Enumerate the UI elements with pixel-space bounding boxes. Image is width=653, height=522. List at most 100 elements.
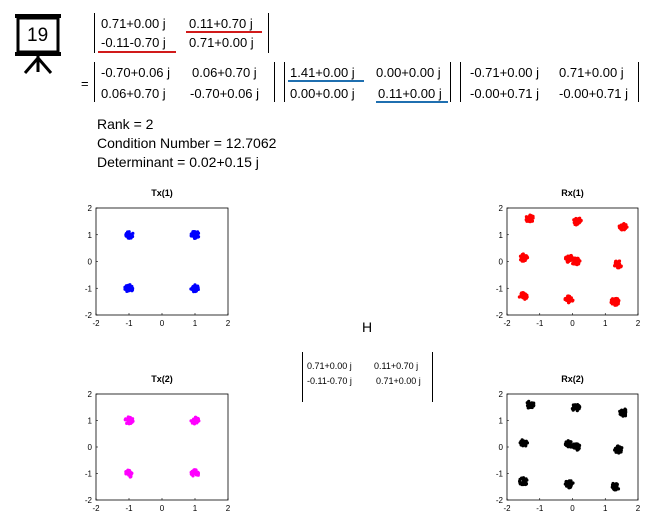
matrix-cell: 0.71+0.00 j — [101, 16, 166, 31]
y-tick-label: 1 — [88, 417, 93, 426]
y-tick-label: -1 — [496, 470, 504, 479]
constellation-point — [613, 259, 623, 270]
y-tick-label: 0 — [88, 258, 93, 267]
matrix-cell: 0.71+0.00 j — [559, 65, 624, 80]
constellation-point — [189, 230, 201, 241]
constellation-point — [609, 296, 621, 307]
matrix-cell: 0.11+0.00 j — [378, 86, 442, 101]
rank-text: Rank = 2 — [97, 116, 154, 132]
plot-frame — [95, 393, 229, 501]
y-tick-label: -2 — [85, 311, 93, 320]
matrix-cell: -0.70+0.06 j — [190, 86, 260, 101]
slide-number: 19 — [27, 25, 49, 46]
highlight-underline — [288, 80, 364, 82]
y-tick-label: 1 — [88, 231, 93, 240]
x-tick-label: -1 — [125, 319, 133, 328]
constellation-point — [570, 256, 582, 267]
plot-title: Rx(1) — [561, 188, 584, 198]
x-tick-label: -1 — [536, 319, 544, 328]
x-tick-label: 1 — [193, 319, 198, 328]
x-tick-label: 2 — [226, 319, 231, 328]
plot-title: Tx(2) — [151, 374, 173, 384]
constellation-point — [124, 468, 134, 479]
plot-title: Tx(1) — [151, 188, 173, 198]
plot-rx1: Rx(1) -2 -1 0 1 2 2 1 0 -1 -2 — [496, 188, 641, 328]
plot-rx2: Rx(2) -2 -1 0 1 2 2 1 0 -1 -2 — [496, 374, 641, 513]
x-tick-label: -2 — [92, 504, 100, 513]
y-tick-label: 2 — [88, 390, 93, 399]
highlight-underline — [186, 31, 262, 33]
constellation-point — [189, 468, 200, 478]
constellation-point — [123, 283, 135, 293]
matrix-cell: 0.11+0.70 j — [189, 16, 253, 31]
y-tick-label: 1 — [499, 417, 504, 426]
constellation-point — [524, 213, 535, 224]
matrix-cell: -0.00+0.71 j — [559, 86, 629, 101]
plot-frame — [95, 207, 229, 316]
x-tick-label: -2 — [503, 319, 511, 328]
y-tick-label: -1 — [85, 470, 93, 479]
constellation-point — [570, 442, 582, 452]
channel-label: H — [362, 319, 373, 335]
matrix-cell: 0.00+0.00 j — [376, 65, 441, 80]
constellation-point — [610, 481, 621, 492]
equals-sign: = — [81, 76, 89, 91]
matrix-cell: -0.11-0.70 j — [307, 376, 352, 386]
x-tick-label: -1 — [125, 504, 133, 513]
constellation-point — [563, 294, 575, 305]
constellation-point — [618, 407, 628, 418]
y-tick-label: -2 — [496, 311, 504, 320]
y-tick-label: 2 — [499, 204, 504, 213]
plot-tx1: Tx(1) -2 -1 0 1 2 2 1 0 -1 -2 — [85, 188, 231, 328]
matrix-cell: 0.11+0.70 j — [374, 361, 419, 371]
constellation-point — [563, 479, 575, 490]
x-tick-label: -2 — [503, 504, 511, 513]
matrix-cell: -0.70+0.06 j — [101, 65, 171, 80]
x-tick-label: 1 — [193, 504, 198, 513]
x-tick-label: 0 — [570, 319, 575, 328]
y-tick-label: -2 — [85, 496, 93, 505]
constellation-point — [123, 415, 135, 426]
x-tick-label: 2 — [226, 504, 231, 513]
x-tick-label: 2 — [636, 319, 641, 328]
plot-title: Rx(2) — [561, 374, 584, 384]
constellation-point — [570, 402, 582, 413]
matrix-u: -0.70+0.06 j 0.06+0.70 j 0.06+0.70 j -0.… — [94, 62, 279, 102]
matrix-s: 1.41+0.00 j 0.00+0.00 j 0.00+0.00 j 0.11… — [284, 62, 456, 103]
x-tick-label: 0 — [160, 504, 165, 513]
y-tick-label: 0 — [88, 443, 93, 452]
highlight-underline — [376, 101, 448, 103]
presentation-board-icon: 19 — [13, 12, 63, 76]
matrix-cell: 0.06+0.70 j — [192, 65, 257, 80]
x-tick-label: 2 — [636, 504, 641, 513]
constellation-point — [517, 291, 529, 301]
matrix-h-center: 0.71+0.00 j 0.11+0.70 j -0.11-0.70 j 0.7… — [302, 352, 436, 402]
y-tick-label: -1 — [85, 284, 93, 293]
x-tick-label: -1 — [536, 504, 544, 513]
constellation-point — [572, 216, 583, 227]
matrix-cell: 0.71+0.00 j — [376, 376, 421, 386]
y-tick-label: -1 — [496, 284, 504, 293]
y-tick-label: -2 — [496, 496, 504, 505]
x-tick-label: 0 — [570, 504, 575, 513]
y-tick-label: 2 — [88, 204, 93, 213]
y-tick-label: 1 — [499, 231, 504, 240]
matrix-cell: 0.71+0.00 j — [307, 361, 352, 371]
matrix-cell: -0.71+0.00 j — [470, 65, 540, 80]
matrix-v: -0.71+0.00 j 0.71+0.00 j -0.00+0.71 j -0… — [460, 62, 642, 102]
y-tick-label: 2 — [499, 390, 504, 399]
matrix-cell: -0.00+0.71 j — [470, 86, 540, 101]
matrix-cell: 0.00+0.00 j — [290, 86, 355, 101]
plot-tx2: Tx(2) -2 -1 0 1 2 2 1 0 -1 -2 — [85, 374, 231, 513]
determinant-text: Determinant = 0.02+0.15 j — [97, 154, 259, 170]
matrix-cell: -0.11-0.70 j — [101, 35, 166, 50]
constellation-point — [189, 283, 200, 294]
constellation-point — [189, 415, 201, 426]
y-tick-label: 0 — [499, 258, 504, 267]
constellation-point — [124, 230, 135, 240]
x-tick-label: 0 — [160, 319, 165, 328]
matrix-h-top: 0.71+0.00 j 0.11+0.70 j -0.11-0.70 j 0.7… — [94, 13, 274, 53]
matrix-cell: 0.06+0.70 j — [101, 86, 166, 101]
constellation-point — [525, 399, 536, 410]
